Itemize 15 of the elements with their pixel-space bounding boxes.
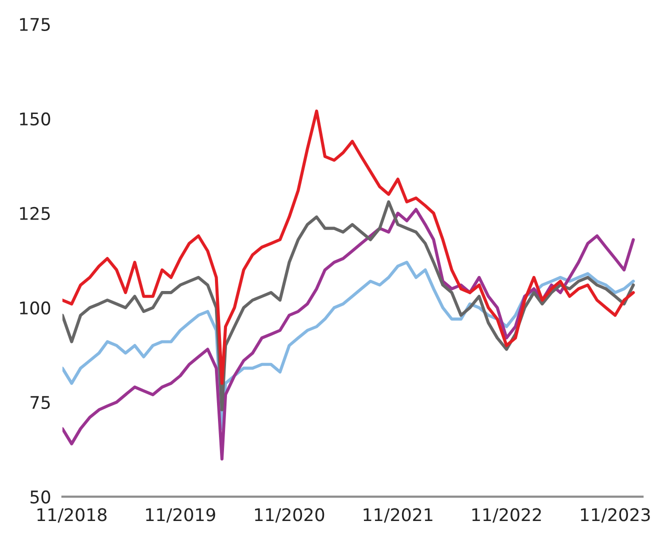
y-tick-label: 125 (20, 206, 50, 220)
y-tick-label: 50 (30, 490, 50, 504)
y-tick-label: 100 (20, 301, 50, 315)
x-tick-label: 11/2021 (364, 508, 432, 523)
line-series (62, 110, 635, 385)
y-tick-label: 75 (30, 396, 50, 410)
x-tick-label: 11/2022 (472, 508, 541, 523)
y-tick-label: 150 (20, 112, 50, 126)
y-tick-label: 175 (20, 18, 50, 32)
line-series (62, 208, 635, 460)
line-series (62, 200, 635, 412)
x-tick-label: 11/2020 (255, 508, 324, 523)
x-tick-label: 11/2019 (146, 508, 216, 523)
x-tick-label: 11/2018 (37, 508, 107, 523)
x-tick-label: 11/2023 (581, 508, 650, 523)
